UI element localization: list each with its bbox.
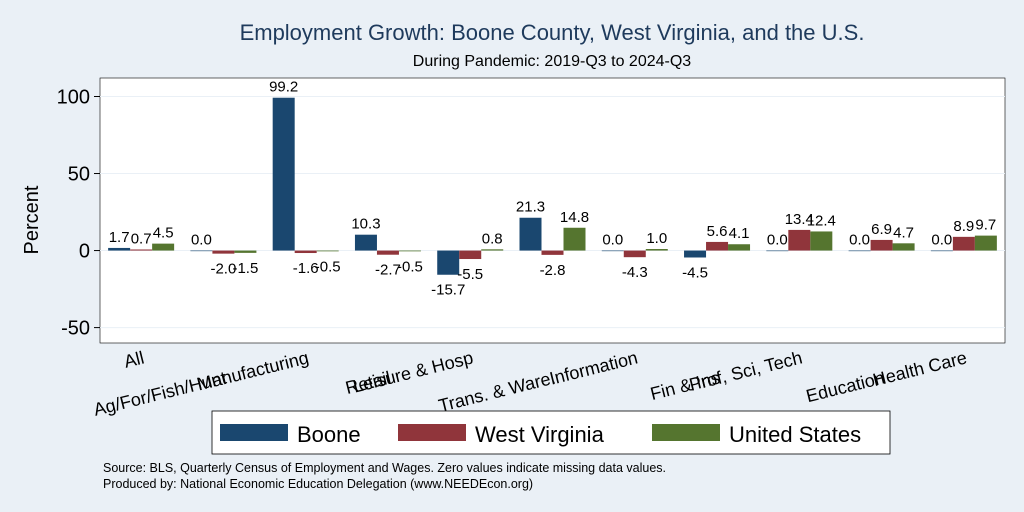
data-label: 5.6 [707, 223, 728, 240]
data-label: -15.7 [431, 282, 465, 299]
bar-boone [930, 250, 953, 252]
data-label: 0.0 [767, 232, 788, 249]
bars [108, 97, 997, 275]
bar-boone [519, 217, 542, 251]
bar-west-virginia [952, 236, 975, 251]
producer-note: Produced by: National Economic Education… [103, 477, 533, 491]
legend-label: West Virginia [475, 422, 605, 447]
data-label: 1.0 [646, 230, 667, 247]
legend-box [211, 410, 891, 455]
x-tick-label: Prof, Sci, Tech [687, 347, 804, 394]
bar-united-states [563, 227, 586, 251]
bar-boone [601, 250, 624, 252]
bar-west-virginia [294, 250, 317, 254]
data-label: 0.0 [191, 232, 212, 249]
legend-label: United States [729, 422, 861, 447]
x-tick-label: Trans. & Ware. [436, 367, 557, 415]
data-label: -0.5 [315, 258, 341, 275]
bar-west-virginia [623, 250, 646, 258]
data-label: -1.5 [232, 260, 258, 277]
legend-swatch [220, 424, 288, 441]
data-label: 12.4 [807, 212, 836, 229]
bar-boone [354, 234, 377, 251]
data-label: -2.0 [210, 261, 236, 278]
y-tick-label: -50 [61, 318, 90, 340]
data-label: 1.7 [109, 229, 130, 246]
data-label: 10.3 [351, 216, 380, 233]
data-label: -1.6 [293, 260, 319, 277]
bar-boone [190, 250, 213, 252]
bar-west-virginia [212, 250, 235, 254]
data-label: 4.1 [729, 225, 750, 242]
bar-united-states [974, 235, 997, 251]
data-label: -2.7 [375, 262, 401, 279]
legend: Boone West Virginia United States [211, 410, 891, 455]
bar-united-states [398, 250, 421, 252]
bar-west-virginia [541, 250, 564, 255]
bar-boone [766, 250, 789, 252]
data-label: 4.5 [153, 225, 174, 242]
y-axis-title: Percent [21, 185, 43, 254]
bar-west-virginia [459, 250, 482, 260]
x-tick-label: Manufacturing [195, 347, 311, 394]
chart-subtitle: During Pandemic: 2019-Q3 to 2024-Q3 [413, 53, 691, 70]
bar-boone [848, 250, 871, 252]
legend-swatch [398, 424, 466, 441]
data-label: 0.7 [131, 230, 152, 247]
data-label: 4.7 [893, 224, 914, 241]
data-label: 0.0 [602, 232, 623, 249]
bar-boone [684, 250, 707, 258]
y-axis: -50 0 50 100 [57, 86, 100, 340]
y-tick-label: 100 [57, 86, 90, 108]
bar-boone [272, 97, 295, 251]
bar-united-states [728, 244, 751, 251]
x-tick-label: Health Care [871, 347, 969, 390]
data-label: 0.0 [931, 232, 952, 249]
bar-united-states [481, 249, 504, 251]
data-label: -4.3 [622, 264, 648, 281]
data-label: 13.4 [785, 211, 814, 228]
data-label: -4.5 [682, 264, 708, 281]
source-note: Source: BLS, Quarterly Census of Employm… [103, 461, 666, 475]
x-tick-label: Information [548, 347, 640, 388]
data-label: 0.8 [482, 230, 503, 247]
data-label: -2.8 [540, 262, 566, 279]
y-tick-label: 0 [79, 241, 90, 263]
x-tick-label: Leisure & Hosp [351, 347, 475, 396]
data-label: 21.3 [516, 199, 545, 216]
data-label: 99.2 [269, 79, 298, 96]
data-labels: 1.7 0.7 4.5 0.0-2.0-1.599.2-1.6-0.510.3-2.7… [109, 79, 997, 299]
bar-united-states [152, 243, 175, 251]
bar-united-states [645, 249, 668, 251]
chart-title: Employment Growth: Boone County, West Vi… [240, 20, 865, 45]
data-label: 0.0 [849, 232, 870, 249]
bar-united-states [316, 250, 339, 252]
bar-boone [437, 250, 460, 275]
x-tick-label: All [122, 347, 146, 371]
plot-area [99, 77, 1006, 344]
data-label: 14.8 [560, 209, 589, 226]
data-label: 9.7 [975, 217, 996, 234]
data-label: 6.9 [871, 221, 892, 238]
data-label: -5.5 [457, 266, 483, 283]
bar-west-virginia [870, 239, 893, 251]
bar-west-virginia [788, 229, 811, 251]
bar-west-virginia [706, 241, 729, 251]
y-tick-label: 50 [68, 164, 90, 186]
data-label: -0.5 [397, 258, 423, 275]
bar-united-states [892, 243, 915, 251]
bar-west-virginia [376, 250, 399, 255]
bar-west-virginia [130, 249, 153, 251]
bar-united-states [810, 231, 833, 251]
legend-label: Boone [297, 422, 361, 447]
bar-united-states [234, 250, 257, 253]
bar-boone [108, 247, 131, 251]
legend-swatch [652, 424, 720, 441]
data-label: 8.9 [953, 218, 974, 235]
